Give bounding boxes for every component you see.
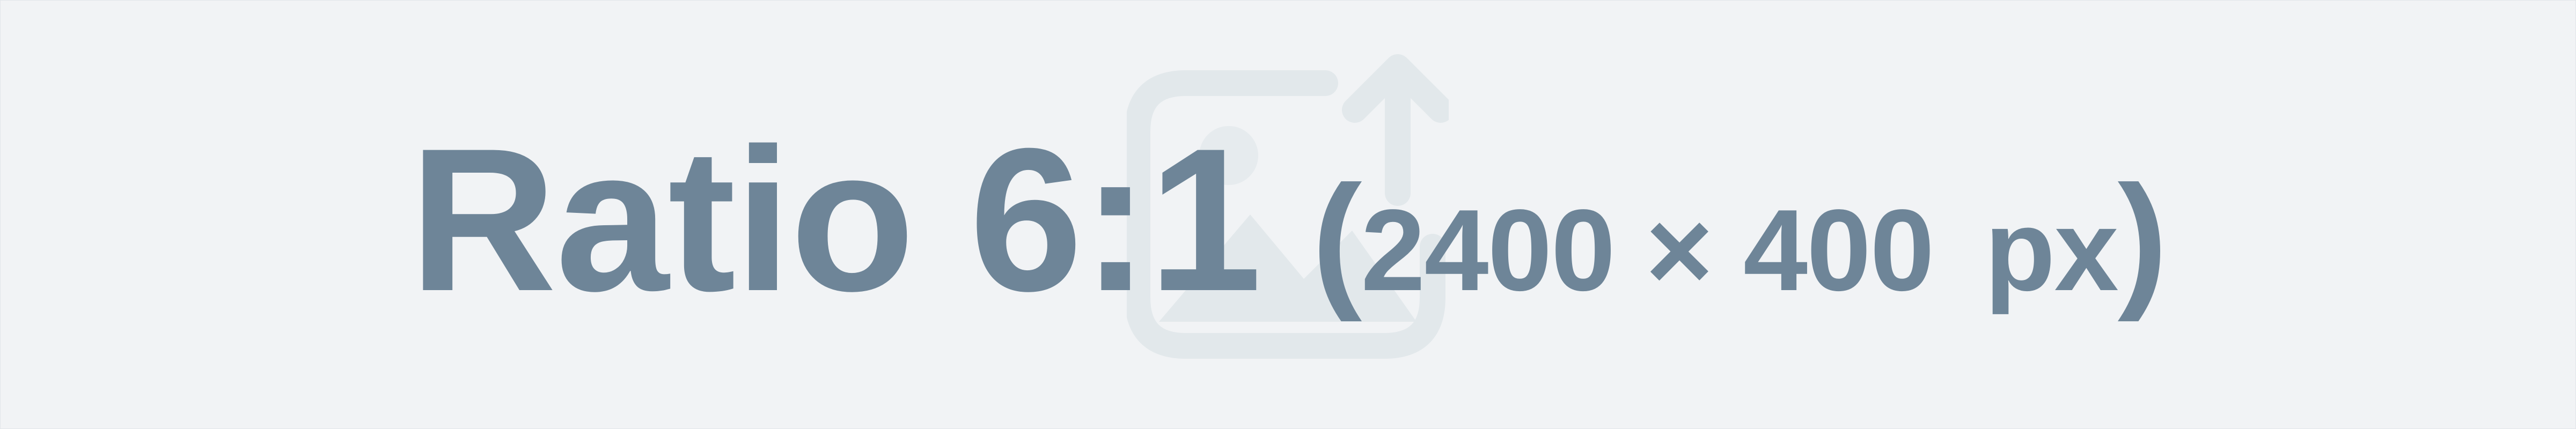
unit-text: px (1984, 185, 2119, 315)
close-paren: ) (2117, 155, 2168, 322)
ratio-text: Ratio 6:1 (409, 106, 1262, 334)
open-paren: ( (1312, 155, 1362, 322)
dimensions-text: 2400 × 400 (1361, 185, 1934, 315)
image-upload-icon (1127, 54, 1449, 359)
